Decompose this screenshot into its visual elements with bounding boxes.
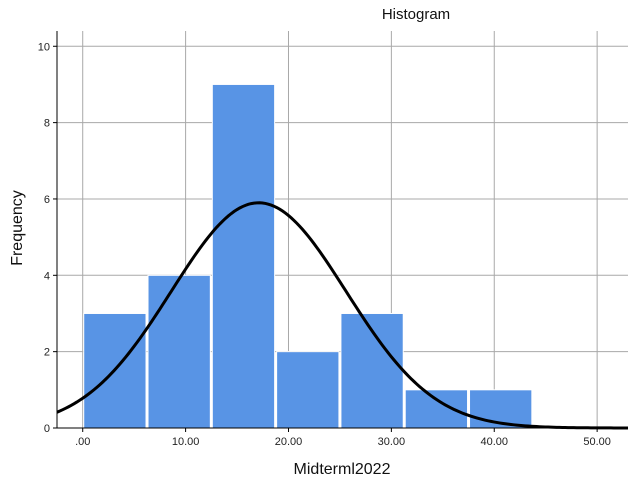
x-tick-label: 20.00	[275, 436, 303, 448]
y-tick-label: 2	[44, 347, 50, 359]
normal-curve	[56, 201, 628, 430]
x-axis: .00 10.00 20.00 30.00 40.00 50.00	[75, 428, 611, 448]
histogram-bar-3	[211, 83, 276, 429]
y-tick-label: 6	[44, 194, 50, 206]
histogram-bars	[83, 83, 533, 429]
x-tick-label: 10.00	[172, 436, 200, 448]
plot-frame	[56, 31, 628, 429]
x-tick-label: .00	[75, 436, 90, 448]
histogram-bar-4	[276, 351, 340, 429]
x-tick-label: 40.00	[480, 436, 508, 448]
histogram-bar-6	[404, 389, 469, 429]
y-axis: 0 2 4 6 8 10	[38, 41, 57, 435]
chart-title: Histogram	[382, 6, 450, 23]
histogram-bar-2	[147, 274, 211, 429]
x-tick-label: 30.00	[378, 436, 406, 448]
x-axis-title: Midterml2022	[294, 461, 391, 478]
y-tick-label: 8	[44, 118, 50, 130]
y-axis-title: Frequency	[9, 190, 26, 266]
y-tick-label: 0	[44, 423, 50, 435]
x-tick-label: 50.00	[583, 436, 611, 448]
y-tick-label: 10	[38, 41, 50, 53]
y-tick-label: 4	[44, 270, 50, 282]
